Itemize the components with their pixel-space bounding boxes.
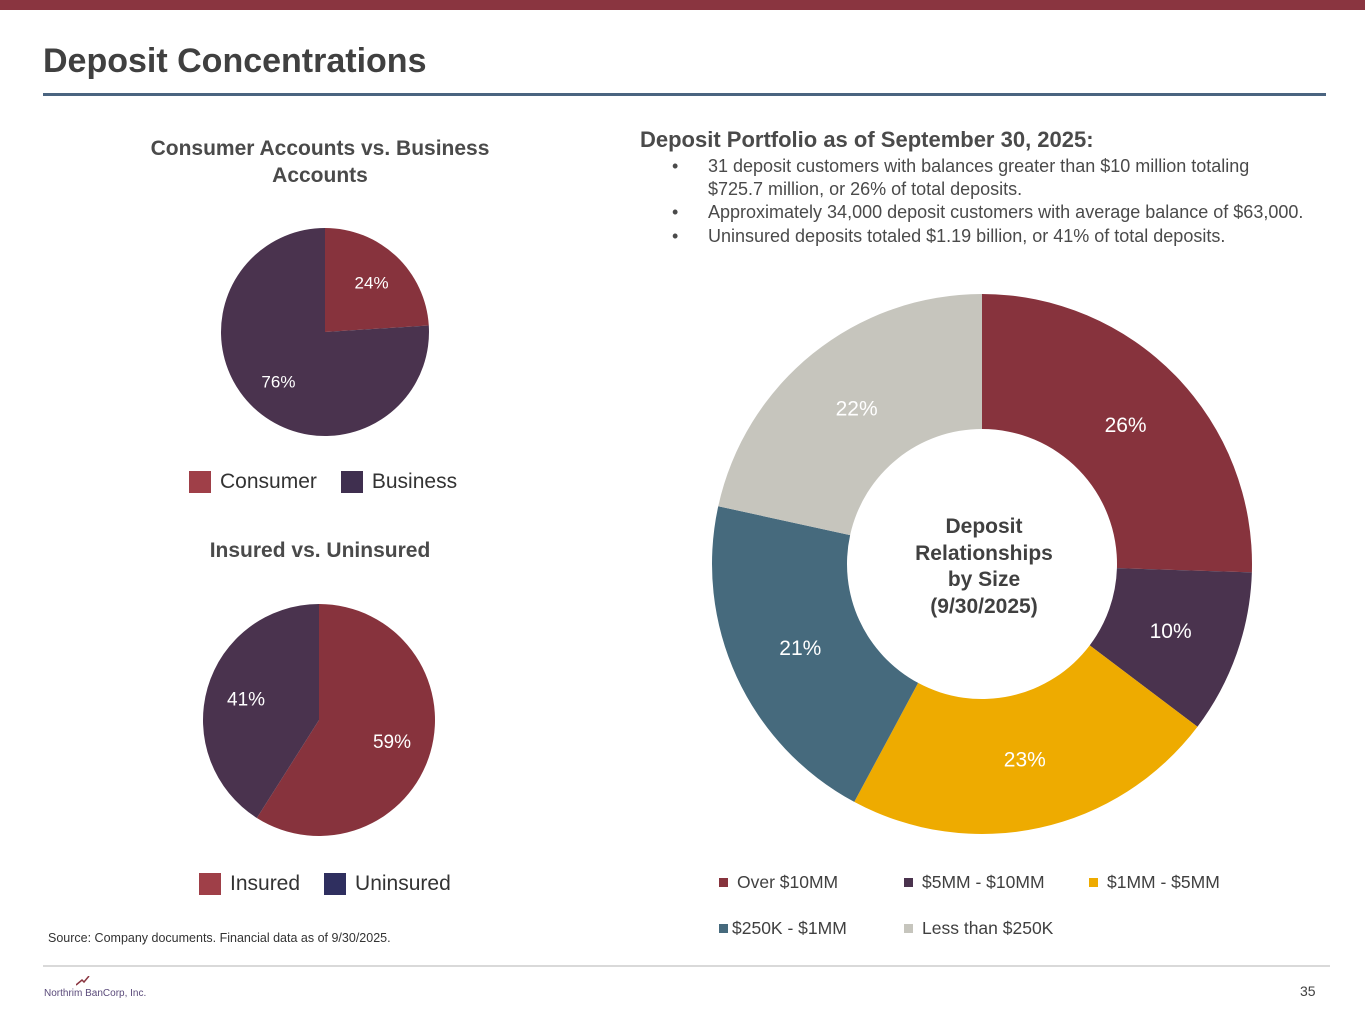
bullet-text: Uninsured deposits totaled $1.19 billion… bbox=[708, 225, 1226, 246]
consumer-business-title-line-1: Consumer Accounts vs. Business bbox=[150, 137, 490, 160]
source-note: Source: Company documents. Financial dat… bbox=[48, 931, 391, 945]
pie-data-label-2-4: 22% bbox=[836, 398, 878, 421]
consumer-business-legend: Consumer Business bbox=[189, 470, 481, 494]
pie-slice-2-3 bbox=[712, 506, 919, 802]
bullet-dot: • bbox=[672, 156, 679, 176]
pie-data-label-0-0: 24% bbox=[355, 273, 389, 292]
portfolio-bullet: • 31 deposit customers with balances grea… bbox=[668, 155, 1308, 200]
legend-label: $5MM - $10MM bbox=[922, 872, 1045, 892]
legend-label: $1MM - $5MM bbox=[1107, 872, 1220, 892]
logo-mark-icon bbox=[76, 976, 90, 986]
bullet-text: Approximately 34,000 deposit customers w… bbox=[708, 202, 1304, 222]
pie-slice-2-0 bbox=[982, 294, 1252, 573]
legend-item-consumer: Consumer bbox=[189, 470, 317, 494]
pie-slice-1-0 bbox=[256, 604, 436, 836]
legend-swatch-consumer bbox=[189, 471, 211, 493]
pie-slice-2-1 bbox=[1089, 568, 1252, 727]
bullet-text: 31 deposit customers with balances great… bbox=[708, 156, 1250, 199]
legend-label: Over $10MM bbox=[737, 872, 839, 892]
bullet-dot: • bbox=[672, 202, 679, 222]
donut-center-label: Deposit Relationships by Size (9/30/2025… bbox=[884, 514, 1084, 620]
insured-uninsured-legend: Insured Uninsured bbox=[199, 872, 475, 896]
legend-label-insured: Insured bbox=[230, 872, 301, 895]
pie-slice-1-1 bbox=[203, 604, 319, 818]
legend-item-uninsured: Uninsured bbox=[324, 872, 451, 896]
pie-data-label-2-2: 23% bbox=[1004, 749, 1046, 772]
logo-text: Northrim BanCorp, Inc. bbox=[44, 988, 147, 999]
legend-swatch-uninsured bbox=[324, 873, 347, 895]
legend-item-insured: Insured bbox=[199, 872, 300, 896]
deposit-size-donut: 26% 10% 23% 21% 22% bbox=[712, 294, 1252, 834]
legend-label-consumer: Consumer bbox=[220, 470, 317, 493]
legend-label-business: Business bbox=[371, 470, 458, 493]
page-title: Deposit Concentrations bbox=[43, 42, 427, 80]
title-divider bbox=[43, 93, 1326, 96]
legend-label: $250K - $1MM bbox=[732, 918, 847, 938]
pie-data-label-2-0: 26% bbox=[1105, 414, 1147, 437]
consumer-business-pie: 24% 76% bbox=[221, 228, 429, 436]
legend-item-business: Business bbox=[340, 470, 458, 494]
legend-swatch bbox=[719, 924, 728, 933]
insured-uninsured-pie: 59% 41% bbox=[203, 604, 436, 836]
donut-center-line-2: Relationships bbox=[915, 541, 1053, 565]
donut-center-line-1: Deposit bbox=[945, 515, 1023, 538]
consumer-business-title-line-2: Accounts bbox=[272, 164, 368, 187]
page-number: 35 bbox=[1300, 983, 1316, 999]
pie-slice-0-1 bbox=[221, 228, 429, 436]
portfolio-bullet: • Approximately 34,000 deposit customers … bbox=[668, 201, 1308, 224]
pie-data-label-1-1: 41% bbox=[227, 689, 265, 710]
portfolio-title: Deposit Portfolio as of September 30, 20… bbox=[640, 127, 1094, 152]
legend-item-less-250k: Less than $250K bbox=[904, 918, 1053, 939]
legend-label: Less than $250K bbox=[922, 918, 1054, 938]
legend-item-5mm-10mm: $5MM - $10MM bbox=[904, 872, 1045, 893]
insured-uninsured-chart-title: Insured vs. Uninsured bbox=[209, 539, 431, 562]
bullet-dot: • bbox=[672, 225, 679, 246]
legend-item-250k-1mm: $250K - $1MM bbox=[719, 918, 847, 939]
legend-item-1mm-5mm: $1MM - $5MM bbox=[1089, 872, 1220, 893]
consumer-business-chart-title: Consumer Accounts vs. Business Accounts bbox=[110, 135, 530, 189]
legend-swatch bbox=[904, 924, 913, 933]
footer-divider bbox=[43, 965, 1330, 967]
pie-data-label-1-0: 59% bbox=[373, 732, 411, 753]
legend-swatch bbox=[904, 878, 913, 887]
top-accent-band bbox=[0, 0, 1365, 10]
pie-data-label-0-1: 76% bbox=[261, 373, 295, 392]
legend-label-uninsured: Uninsured bbox=[355, 872, 451, 895]
legend-swatch-insured bbox=[199, 873, 221, 895]
donut-center-line-3: by Size bbox=[947, 568, 1021, 591]
pie-data-label-2-3: 21% bbox=[779, 637, 821, 660]
legend-swatch bbox=[719, 878, 728, 887]
pie-slice-2-4 bbox=[718, 294, 982, 536]
portfolio-bullet: • Uninsured deposits totaled $1.19 billio… bbox=[668, 225, 1308, 248]
legend-item-over-10mm: Over $10MM bbox=[719, 872, 838, 893]
pie-data-label-2-1: 10% bbox=[1150, 620, 1192, 643]
pie-slice-2-2 bbox=[854, 645, 1198, 834]
legend-swatch bbox=[1089, 878, 1098, 887]
pie-slice-0-0 bbox=[325, 228, 429, 332]
legend-swatch-business bbox=[340, 471, 363, 493]
donut-center-line-4: (9/30/2025) bbox=[930, 594, 1038, 618]
portfolio-bullets: • 31 deposit customers with balances grea… bbox=[668, 155, 1308, 248]
